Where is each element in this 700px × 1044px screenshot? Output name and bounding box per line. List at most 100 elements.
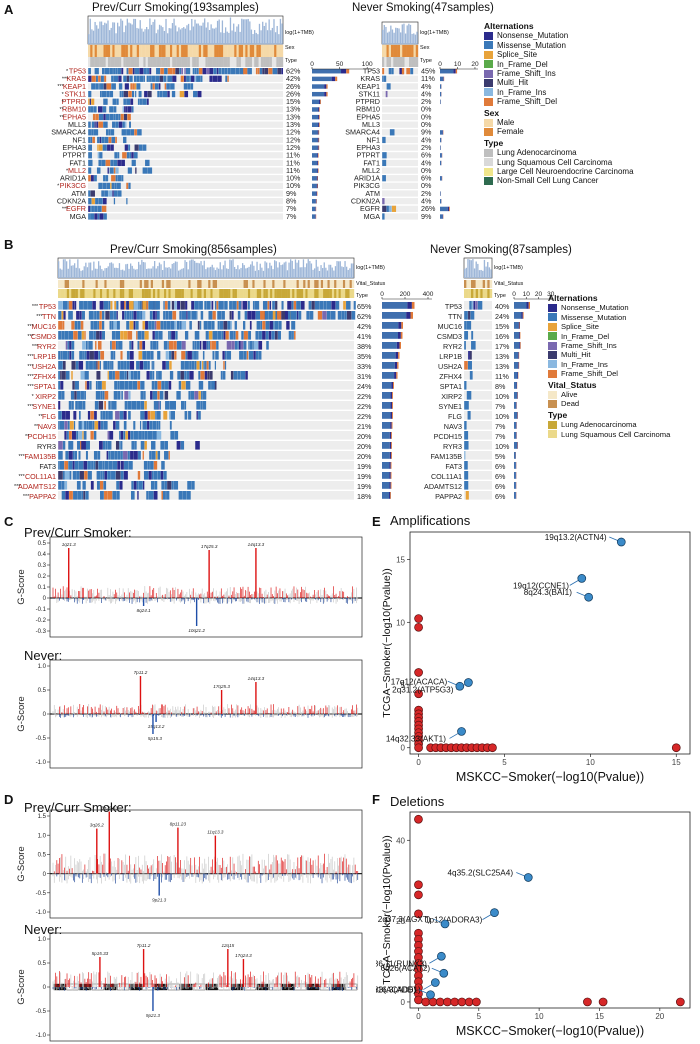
mutation-cell bbox=[188, 411, 191, 420]
mutation-cell bbox=[100, 491, 104, 500]
plot-frame bbox=[410, 532, 690, 754]
mutation-cell bbox=[331, 301, 335, 310]
vital-track bbox=[168, 280, 170, 288]
mutation-cell bbox=[88, 106, 90, 112]
tmb-bar bbox=[230, 17, 231, 44]
mutation-cell bbox=[255, 301, 260, 310]
type-track bbox=[118, 289, 120, 298]
tmb-bar bbox=[82, 270, 83, 278]
sex-track bbox=[154, 45, 156, 57]
tmb-bar bbox=[204, 18, 205, 44]
mutation-cell bbox=[58, 301, 63, 310]
type-track bbox=[157, 289, 159, 298]
tmb-bar bbox=[274, 260, 275, 278]
type-track bbox=[236, 57, 238, 67]
sex-track bbox=[101, 45, 103, 57]
gene-label: COL11A1 bbox=[431, 472, 462, 481]
tmb-bar bbox=[120, 19, 121, 44]
mutation-cell bbox=[151, 351, 154, 360]
peak-label: 19q13.2 bbox=[148, 724, 165, 729]
mutation-cell bbox=[306, 311, 309, 320]
x-tick-label: 0 bbox=[416, 758, 421, 767]
tmb-bar bbox=[132, 266, 133, 278]
point-label: 17q12(ACACA) bbox=[391, 677, 448, 686]
tmb-bar bbox=[157, 266, 158, 278]
tmb-bar bbox=[244, 265, 245, 278]
mutation-cell bbox=[232, 311, 234, 320]
mutation-cell bbox=[142, 99, 147, 105]
vital-track bbox=[308, 280, 310, 288]
mutation-cell bbox=[143, 167, 148, 173]
mutation-cell bbox=[88, 198, 91, 204]
type-track bbox=[223, 57, 225, 67]
mutation-cell bbox=[83, 351, 84, 360]
mutation-cell bbox=[191, 76, 194, 82]
vital-track bbox=[195, 280, 197, 288]
mutation-cell bbox=[277, 311, 281, 320]
mutation-cell bbox=[133, 381, 137, 390]
type-track bbox=[272, 57, 274, 67]
vital-track bbox=[312, 280, 314, 288]
frequency-bar bbox=[318, 138, 319, 142]
vital-track bbox=[164, 280, 166, 288]
mutation-cell bbox=[187, 481, 191, 490]
mutation-cell bbox=[177, 301, 180, 310]
tmb-bar bbox=[116, 268, 117, 278]
mutation-cell bbox=[347, 311, 351, 320]
mutation-cell bbox=[137, 491, 138, 500]
gene-label: SPTA1 bbox=[440, 382, 462, 391]
vital-track bbox=[107, 280, 109, 288]
sex-track bbox=[126, 45, 128, 57]
mutation-cell bbox=[150, 341, 152, 350]
gene-label: PAPPA2 bbox=[435, 492, 462, 501]
mutation-cell bbox=[169, 311, 173, 320]
mutation-cell bbox=[248, 301, 250, 310]
mutation-cell bbox=[189, 361, 191, 370]
type-track bbox=[405, 57, 407, 67]
vital-track bbox=[319, 280, 321, 288]
type-track bbox=[117, 57, 119, 67]
mutation-cell bbox=[79, 361, 83, 370]
mutation-cell bbox=[135, 91, 136, 97]
mutation-cell bbox=[96, 331, 99, 340]
vital-track bbox=[292, 280, 294, 288]
tmb-bar bbox=[123, 32, 124, 44]
mutation-cell bbox=[179, 491, 183, 500]
peak-label: 9p21.3 bbox=[152, 898, 166, 903]
mutation-cell bbox=[114, 301, 116, 310]
mutation-cell bbox=[82, 331, 85, 340]
frequency-bar bbox=[317, 176, 318, 180]
percent-label: 13% bbox=[495, 352, 510, 361]
mutation-cell bbox=[134, 301, 139, 310]
mutation-cell bbox=[146, 351, 150, 360]
vital-track bbox=[268, 280, 270, 288]
type-track bbox=[107, 289, 109, 298]
mutation-cell bbox=[194, 391, 198, 400]
mutation-cell bbox=[123, 99, 126, 105]
mutation-cell bbox=[392, 68, 394, 74]
mutation-cell bbox=[188, 83, 190, 89]
plot-frame bbox=[410, 812, 690, 1008]
mutation-cell bbox=[113, 461, 117, 470]
axis-tick-label: 0 bbox=[310, 61, 314, 68]
mutation-cell bbox=[111, 137, 115, 143]
mutation-cell bbox=[98, 160, 101, 166]
mutation-cell bbox=[287, 301, 291, 310]
gene-label: FAT3 bbox=[39, 462, 56, 471]
mutation-cell bbox=[464, 321, 466, 330]
tmb-bar bbox=[130, 263, 131, 278]
percent-label: 24% bbox=[357, 382, 372, 391]
sex-track bbox=[405, 45, 407, 57]
percent-label: 6% bbox=[495, 462, 506, 471]
mutation-cell bbox=[116, 481, 119, 490]
frequency-bar bbox=[391, 462, 392, 469]
mutation-cell bbox=[161, 481, 164, 490]
frequency-bar bbox=[391, 432, 392, 439]
sex-track bbox=[400, 45, 402, 57]
vital-track bbox=[250, 280, 252, 288]
point-label: 6q26(ACAT2) bbox=[381, 964, 431, 973]
vital-track bbox=[113, 280, 115, 288]
vital-track bbox=[85, 280, 87, 288]
type-track bbox=[166, 289, 168, 298]
tmb-bar bbox=[103, 271, 104, 278]
